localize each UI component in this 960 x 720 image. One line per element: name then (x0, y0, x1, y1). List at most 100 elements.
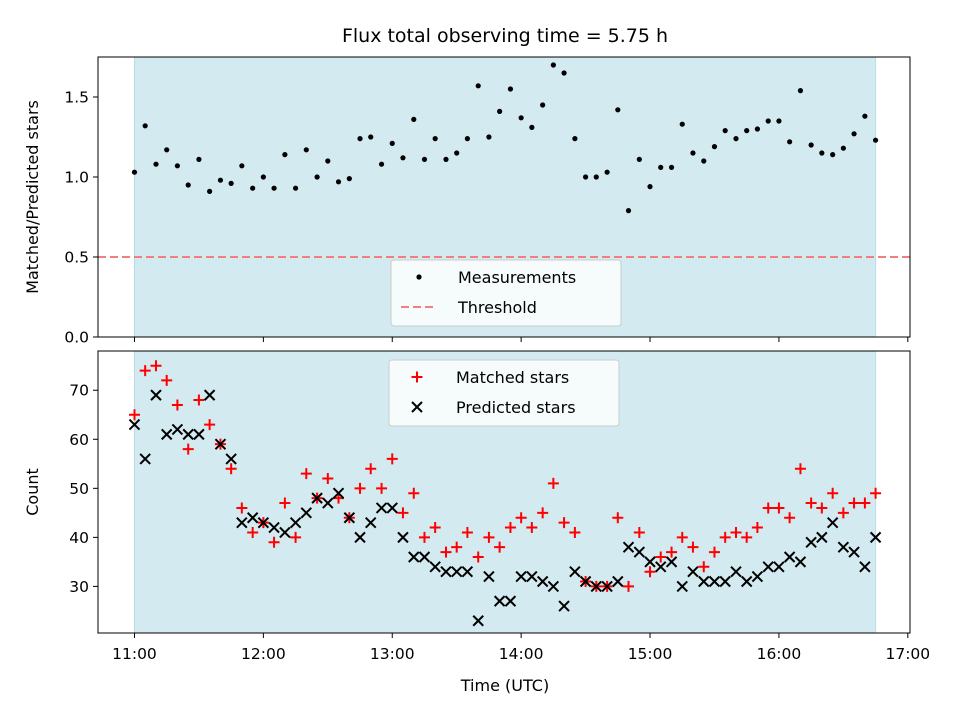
data-point (690, 150, 696, 156)
data-point (569, 565, 581, 578)
data-point (604, 169, 610, 175)
data-point (268, 536, 280, 548)
data-point (805, 497, 817, 509)
data-point (762, 561, 774, 573)
data-point (872, 137, 879, 143)
data-point (622, 541, 635, 553)
data-point (582, 174, 589, 180)
data-point (429, 561, 441, 573)
series-measurements (131, 62, 879, 214)
data-point (250, 185, 256, 191)
data-point (676, 531, 688, 543)
data-point (142, 123, 148, 129)
data-point (335, 179, 342, 185)
data-point (526, 522, 538, 534)
data-point (679, 121, 685, 127)
data-point (518, 115, 524, 121)
y-tick-label: 40 (69, 529, 89, 547)
data-point (128, 418, 141, 431)
data-point (859, 561, 871, 573)
data-point (432, 136, 438, 142)
x-tick-label: 12:00 (241, 645, 286, 663)
data-point (666, 546, 678, 558)
data-point (665, 556, 678, 568)
data-point (343, 512, 356, 524)
data-point (644, 566, 656, 578)
data-point (354, 482, 366, 494)
data-point (751, 522, 763, 534)
data-point (429, 522, 441, 534)
data-point (207, 188, 213, 194)
data-point (647, 184, 653, 190)
data-point (486, 134, 492, 140)
data-point (658, 164, 664, 170)
data-point (744, 128, 750, 134)
data-point (346, 176, 352, 182)
data-point (246, 512, 259, 524)
data-point (765, 118, 771, 124)
x-tick-label: 16:00 (757, 645, 802, 663)
data-point (279, 497, 291, 509)
data-point (322, 473, 334, 485)
data-point (754, 126, 760, 132)
data-point (698, 561, 710, 573)
data-point (397, 531, 409, 544)
data-point (623, 580, 635, 592)
data-point (840, 145, 846, 151)
data-point (708, 575, 721, 588)
data-point (174, 163, 180, 169)
data-point (537, 507, 549, 519)
data-point (260, 174, 266, 180)
data-point (289, 516, 302, 529)
data-point (848, 497, 860, 509)
data-point (303, 147, 309, 153)
data-point (862, 113, 868, 119)
data-point (271, 185, 277, 191)
y-tick-label: 0.0 (64, 329, 89, 347)
series-predicted-stars (128, 389, 882, 627)
data-point (314, 174, 320, 180)
data-point (397, 507, 409, 519)
data-point (794, 556, 807, 568)
data-point (225, 463, 237, 475)
data-point (440, 546, 452, 558)
data-point (497, 108, 503, 114)
data-point (870, 487, 882, 499)
data-point (196, 156, 202, 162)
data-point (193, 428, 205, 441)
data-point (365, 516, 377, 529)
data-point (859, 497, 871, 509)
data-point (701, 158, 707, 164)
data-point (547, 580, 560, 593)
data-point (389, 140, 395, 146)
data-point (687, 541, 699, 553)
data-point (827, 487, 839, 499)
data-point (783, 551, 796, 563)
y-tick-label: 1.5 (64, 89, 89, 107)
data-point (730, 565, 742, 578)
data-point (279, 526, 291, 539)
data-point (214, 438, 227, 450)
data-point (741, 531, 753, 543)
data-point (300, 507, 312, 519)
data-point (830, 152, 836, 158)
data-point (182, 443, 194, 455)
data-point (131, 169, 138, 175)
data-point (526, 570, 538, 583)
data-point (150, 389, 162, 401)
data-point (354, 531, 366, 544)
data-point (228, 180, 234, 186)
data-point (247, 526, 259, 538)
legend-swatch (416, 274, 422, 280)
legend: Measurements Threshold (390, 259, 622, 327)
axes-frame (97, 350, 911, 634)
data-point (193, 394, 205, 406)
data-point (558, 517, 570, 529)
data-point (719, 531, 731, 543)
data-point (797, 88, 804, 94)
data-point (185, 182, 191, 188)
data-point (408, 551, 420, 563)
data-point (128, 409, 140, 421)
data-point (386, 502, 398, 514)
data-point (161, 374, 173, 386)
